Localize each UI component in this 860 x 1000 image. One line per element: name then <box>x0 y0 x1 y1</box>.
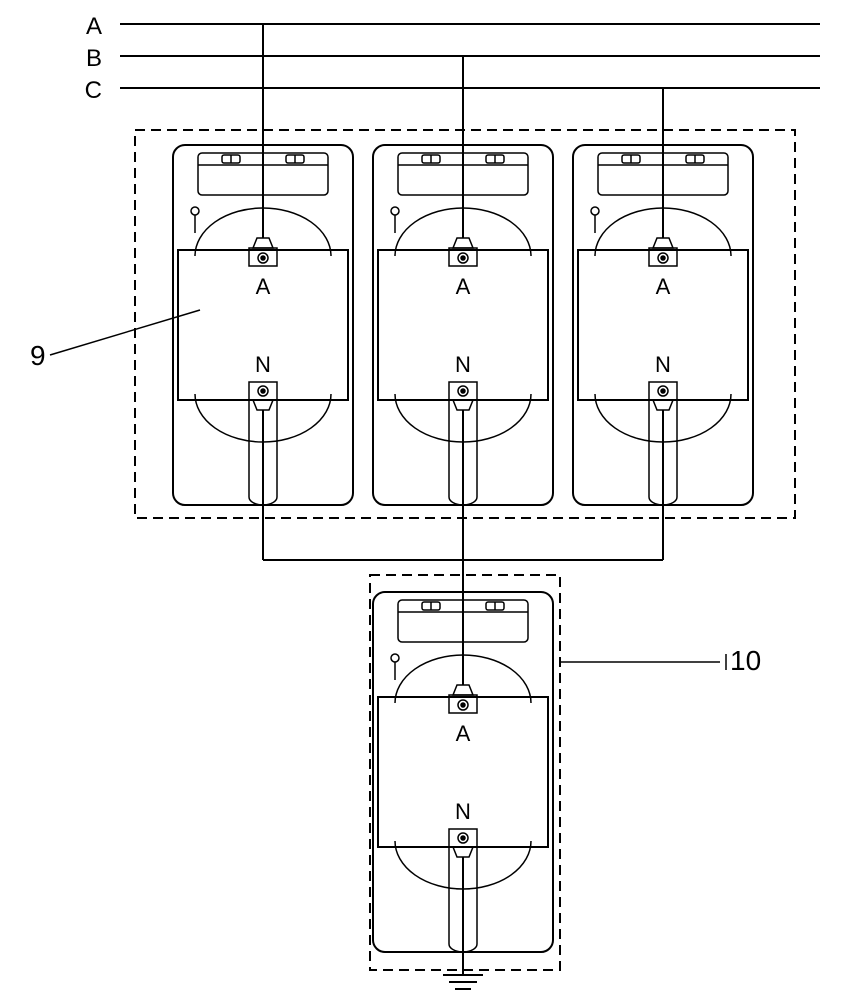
svg-text:N: N <box>455 352 471 377</box>
svg-text:10: 10 <box>730 645 761 676</box>
svg-text:C: C <box>85 77 102 104</box>
svg-text:N: N <box>455 799 471 824</box>
svg-text:A: A <box>256 274 271 299</box>
svg-text:9: 9 <box>30 340 46 371</box>
svg-text:A: A <box>456 274 471 299</box>
svg-text:A: A <box>456 721 471 746</box>
svg-text:B: B <box>86 45 102 72</box>
svg-text:A: A <box>656 274 671 299</box>
svg-text:N: N <box>655 352 671 377</box>
svg-text:A: A <box>86 13 102 40</box>
svg-text:N: N <box>255 352 271 377</box>
